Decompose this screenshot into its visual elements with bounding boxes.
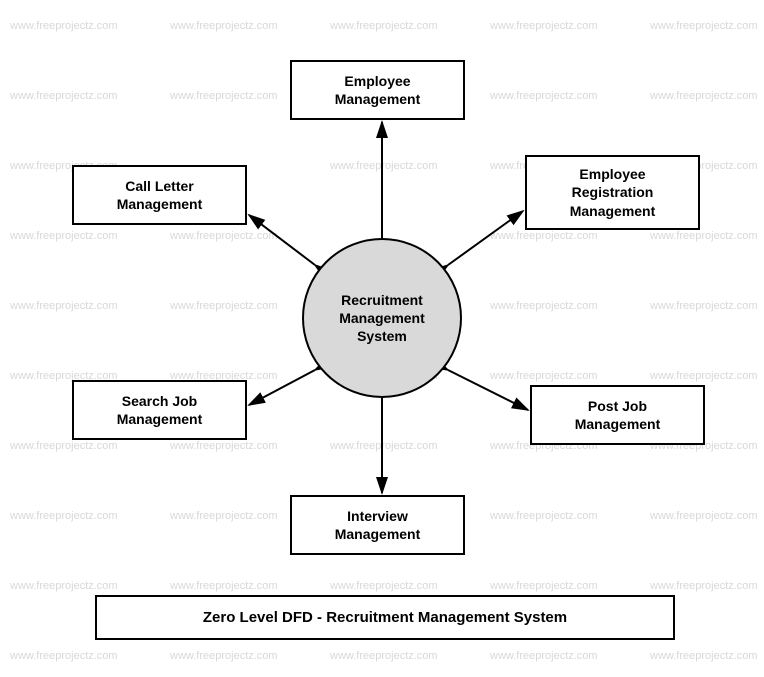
- entity-post-job: Post JobManagement: [530, 385, 705, 445]
- watermark-text: www.freeprojectz.com: [170, 510, 278, 522]
- watermark-text: www.freeprojectz.com: [170, 580, 278, 592]
- entity-interview: InterviewManagement: [290, 495, 465, 555]
- entity-call-letter: Call LetterManagement: [72, 165, 247, 225]
- watermark-text: www.freeprojectz.com: [170, 300, 278, 312]
- watermark-text: www.freeprojectz.com: [10, 20, 118, 32]
- diagram-title: Zero Level DFD - Recruitment Management …: [203, 609, 567, 626]
- watermark-text: www.freeprojectz.com: [650, 510, 758, 522]
- watermark-text: www.freeprojectz.com: [330, 20, 438, 32]
- connector-arrow: [448, 211, 523, 265]
- watermark-text: www.freeprojectz.com: [170, 90, 278, 102]
- center-label: RecruitmentManagementSystem: [339, 291, 425, 346]
- entity-employee: EmployeeManagement: [290, 60, 465, 120]
- watermark-text: www.freeprojectz.com: [650, 370, 758, 382]
- connector-arrow: [249, 370, 315, 405]
- connector-arrow: [448, 370, 528, 410]
- entity-emp-reg: EmployeeRegistrationManagement: [525, 155, 700, 230]
- watermark-text: www.freeprojectz.com: [490, 370, 598, 382]
- watermark-text: www.freeprojectz.com: [170, 650, 278, 662]
- watermark-text: www.freeprojectz.com: [490, 300, 598, 312]
- watermark-text: www.freeprojectz.com: [490, 20, 598, 32]
- watermark-text: www.freeprojectz.com: [490, 650, 598, 662]
- watermark-text: www.freeprojectz.com: [170, 20, 278, 32]
- watermark-text: www.freeprojectz.com: [490, 580, 598, 592]
- watermark-text: www.freeprojectz.com: [10, 650, 118, 662]
- watermark-text: www.freeprojectz.com: [10, 580, 118, 592]
- watermark-text: www.freeprojectz.com: [10, 300, 118, 312]
- watermark-text: www.freeprojectz.com: [650, 580, 758, 592]
- watermark-text: www.freeprojectz.com: [10, 90, 118, 102]
- watermark-text: www.freeprojectz.com: [490, 510, 598, 522]
- center-process: RecruitmentManagementSystem: [302, 238, 462, 398]
- watermark-text: www.freeprojectz.com: [330, 650, 438, 662]
- watermark-text: www.freeprojectz.com: [330, 440, 438, 452]
- watermark-text: www.freeprojectz.com: [490, 230, 598, 242]
- entity-search-job: Search JobManagement: [72, 380, 247, 440]
- watermark-text: www.freeprojectz.com: [650, 300, 758, 312]
- watermark-text: www.freeprojectz.com: [650, 230, 758, 242]
- watermark-text: www.freeprojectz.com: [490, 90, 598, 102]
- watermark-text: www.freeprojectz.com: [650, 20, 758, 32]
- watermark-text: www.freeprojectz.com: [170, 440, 278, 452]
- diagram-title-box: Zero Level DFD - Recruitment Management …: [95, 595, 675, 640]
- watermark-text: www.freeprojectz.com: [170, 230, 278, 242]
- watermark-text: www.freeprojectz.com: [10, 510, 118, 522]
- watermark-text: www.freeprojectz.com: [10, 230, 118, 242]
- watermark-text: www.freeprojectz.com: [330, 580, 438, 592]
- watermark-text: www.freeprojectz.com: [650, 650, 758, 662]
- watermark-text: www.freeprojectz.com: [650, 90, 758, 102]
- connector-arrow: [249, 215, 315, 265]
- watermark-text: www.freeprojectz.com: [10, 440, 118, 452]
- watermark-text: www.freeprojectz.com: [330, 160, 438, 172]
